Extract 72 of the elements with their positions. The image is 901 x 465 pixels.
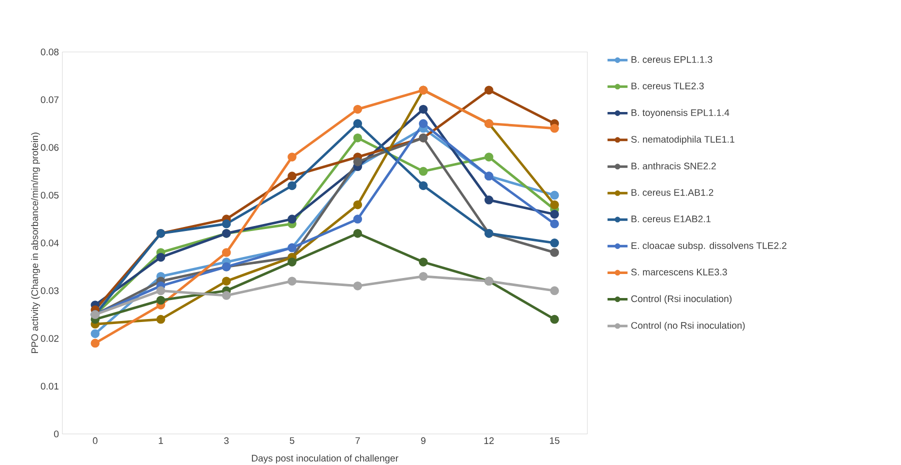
point — [222, 248, 231, 257]
legend-label: Control (no Rsi inoculation) — [631, 322, 745, 331]
point — [550, 210, 559, 219]
point — [550, 286, 559, 296]
point — [288, 172, 296, 181]
point — [353, 214, 362, 224]
point — [288, 152, 296, 162]
y-tick-label: 0.03 — [40, 287, 59, 294]
legend-label: B. toyonensis EPL1.1.4 — [632, 109, 730, 118]
point — [484, 86, 494, 95]
x-axis-title: Days post inoculation of challenger — [252, 454, 398, 464]
point — [550, 314, 559, 324]
point — [484, 196, 494, 204]
x-tick-label: 1 — [158, 437, 163, 444]
point — [353, 200, 362, 210]
point — [288, 214, 296, 224]
y-tick-label: 0.05 — [40, 192, 59, 199]
point — [418, 166, 428, 176]
x-tick-label: 12 — [484, 437, 494, 444]
point — [156, 296, 166, 305]
legend-label: B. anthracis SNE2.2 — [632, 162, 716, 170]
point — [353, 133, 362, 142]
point — [353, 157, 362, 166]
point — [550, 248, 559, 257]
point — [353, 228, 362, 238]
y-tick-label: 0.07 — [40, 96, 59, 104]
legend-label: B. cereus EPL1.1.3 — [632, 56, 712, 63]
point — [550, 124, 559, 133]
point — [418, 104, 428, 114]
x-tick-label: 9 — [421, 437, 426, 444]
x-tick-label: 5 — [290, 437, 294, 444]
point — [156, 252, 166, 262]
x-tick-label: 3 — [224, 437, 229, 444]
point — [353, 104, 362, 114]
legend-label: S. marcescens KLE3.3 — [631, 268, 727, 276]
x-tick-label: 0 — [92, 437, 98, 444]
legend-label: S. nematodiphila TLE1.1 — [631, 136, 734, 145]
point — [353, 119, 362, 128]
x-tick-label: 7 — [356, 437, 360, 444]
point — [222, 291, 231, 300]
point — [418, 258, 428, 266]
point — [288, 181, 296, 190]
point — [550, 219, 559, 228]
point — [90, 329, 100, 338]
point — [90, 338, 100, 348]
y-tick-label: 0.06 — [40, 144, 59, 151]
y-axis-title: PPO activity (Change in absorbance/min/mg protein) — [31, 132, 40, 354]
point — [418, 119, 428, 128]
legend-label: B. cereus E1AB2.1 — [632, 216, 711, 222]
point — [418, 272, 428, 281]
y-tick-label: 0.02 — [40, 335, 59, 342]
legend-label: B. cereus E1.AB1.2 — [632, 189, 714, 196]
legend-label: E. cloacae subsp. dissolvens TLE2.2 — [632, 242, 786, 251]
y-tick-label: 0.08 — [40, 48, 59, 56]
point — [156, 314, 166, 324]
point — [156, 286, 166, 296]
point — [353, 281, 362, 290]
y-tick-label: 0.01 — [40, 382, 59, 390]
point — [550, 190, 559, 200]
y-tick-label: 0.04 — [40, 240, 59, 246]
y-tick-label: 0 — [54, 430, 59, 438]
point — [550, 238, 559, 248]
point — [222, 219, 231, 228]
legend-label: Control (Rsi inoculation) — [631, 295, 732, 304]
point — [288, 258, 296, 266]
point — [484, 152, 494, 162]
x-tick-label: 15 — [550, 437, 560, 444]
point — [222, 276, 231, 286]
point — [550, 200, 559, 210]
point — [418, 181, 428, 190]
legend-label: B. cereus TLE2.3 — [632, 82, 704, 90]
point — [288, 276, 296, 286]
